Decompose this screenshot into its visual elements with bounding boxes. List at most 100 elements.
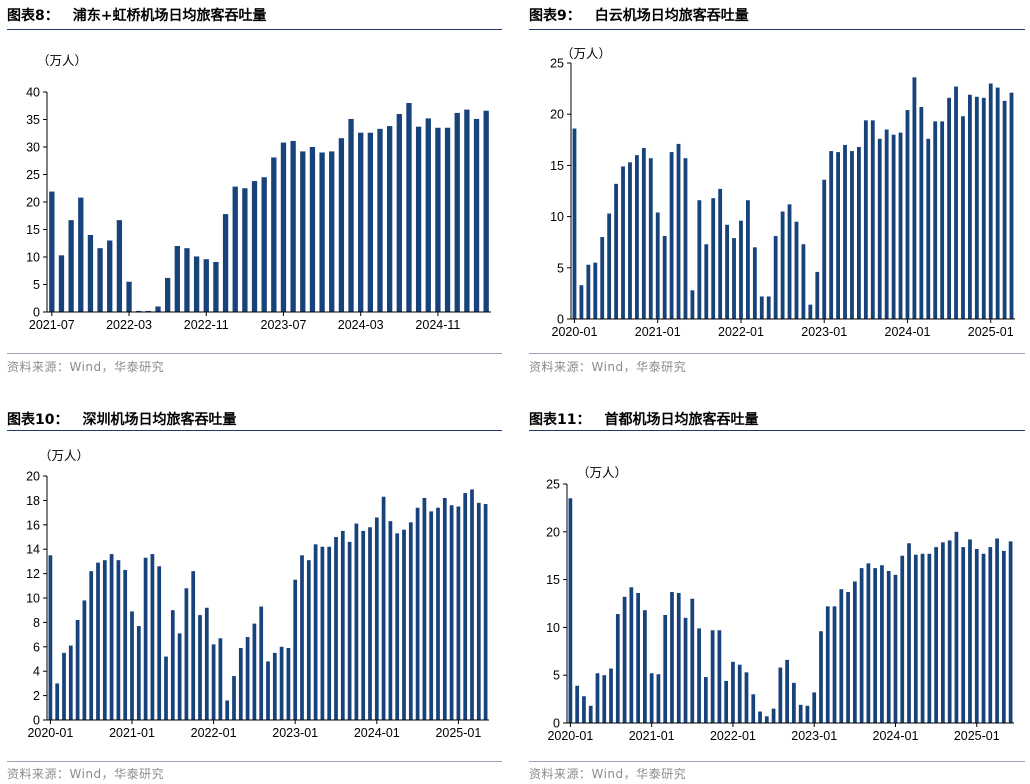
bar — [286, 648, 291, 720]
bar — [683, 158, 688, 319]
source-note: 资料来源：Wind，华泰研究 — [7, 360, 165, 374]
bar — [974, 96, 979, 319]
bar — [107, 240, 113, 312]
bar — [222, 214, 229, 312]
bar — [690, 598, 695, 723]
bar — [988, 83, 993, 319]
bar — [279, 646, 284, 720]
bar — [483, 504, 488, 720]
bar — [329, 151, 335, 312]
bar — [48, 555, 53, 720]
bar — [334, 537, 338, 720]
bar — [96, 562, 100, 720]
bar — [780, 211, 785, 319]
bar — [643, 610, 647, 723]
bar — [456, 506, 461, 720]
unit-label: （万人） — [561, 47, 611, 61]
bar — [933, 121, 938, 320]
bar — [744, 672, 749, 723]
bar — [361, 530, 366, 720]
y-tick-label: 15 — [26, 223, 40, 237]
bar — [340, 530, 345, 720]
bar — [880, 565, 884, 723]
y-tick-label: 0 — [33, 306, 40, 320]
bar — [785, 659, 789, 723]
bar — [68, 645, 73, 720]
bar — [846, 592, 850, 723]
panel-title: 图表10： 深圳机场日均旅客吞吐量 — [7, 409, 236, 429]
bar — [697, 200, 702, 319]
x-tick-label: 2023-01 — [801, 325, 847, 339]
bar — [832, 606, 837, 723]
unit-label: （万人） — [39, 449, 89, 463]
bar — [387, 126, 393, 312]
bar — [102, 560, 107, 720]
bar — [898, 132, 903, 319]
bar — [586, 264, 591, 319]
bar — [663, 614, 668, 723]
bar — [891, 134, 896, 319]
bar — [759, 296, 764, 319]
source-rule — [7, 761, 502, 762]
bar — [961, 116, 965, 319]
bar — [900, 555, 905, 723]
bar — [662, 236, 667, 319]
bar — [815, 271, 820, 319]
x-tick-label: 2022-01 — [710, 729, 756, 743]
bar — [575, 685, 580, 723]
bar — [968, 94, 972, 320]
y-tick-label: 0 — [33, 714, 40, 728]
panel-title: 图表11： 首都机场日均旅客吞吐量 — [529, 409, 758, 429]
bar — [919, 107, 924, 319]
x-tick-label: 2023-07 — [261, 318, 307, 332]
bar — [272, 652, 277, 720]
bar — [177, 633, 182, 720]
chart-panel-baiyun: 图表9： 白云机场日均旅客吞吐量 （万人） 0 5 10 15 20 25 2020-01 20… — [529, 0, 1025, 384]
bar — [218, 638, 223, 720]
source-note: 资料来源：Wind，华泰研究 — [529, 360, 687, 374]
unit-label: （万人） — [577, 466, 627, 480]
bar — [203, 259, 209, 312]
bar — [347, 541, 352, 720]
bar — [836, 152, 841, 319]
bar — [259, 606, 264, 720]
bar — [184, 588, 189, 720]
y-tick-label: 18 — [26, 494, 40, 508]
bar — [251, 181, 258, 312]
figure-label: 图表11： — [529, 412, 591, 428]
x-tick-label: 2021-07 — [29, 318, 75, 332]
bar — [697, 628, 701, 723]
x-tick-label: 2021-01 — [629, 729, 675, 743]
bar — [927, 553, 932, 723]
y-tick-label: 8 — [33, 616, 40, 630]
y-tick-label: 5 — [33, 278, 40, 292]
bar — [778, 667, 783, 723]
bar — [717, 630, 722, 723]
bar — [711, 198, 716, 319]
bar — [204, 607, 209, 720]
bar — [464, 109, 470, 312]
bar — [211, 644, 216, 720]
bar — [354, 523, 359, 720]
bar — [582, 696, 586, 723]
bar — [825, 606, 830, 723]
bar — [306, 560, 311, 720]
bar — [143, 557, 148, 720]
bar — [300, 151, 306, 312]
bar — [78, 197, 84, 312]
bar — [75, 619, 80, 720]
y-tick-label: 14 — [26, 543, 40, 557]
bar — [920, 553, 925, 723]
bar — [947, 540, 952, 723]
bar — [981, 553, 986, 723]
y-tick-label: 25 — [546, 478, 560, 492]
bar — [126, 281, 132, 312]
bar — [49, 191, 55, 312]
bar — [444, 127, 451, 312]
bar — [313, 544, 318, 720]
y-tick-label: 20 — [26, 470, 40, 484]
bar — [422, 497, 427, 720]
bar — [232, 676, 236, 720]
y-tick-label: 10 — [550, 210, 564, 224]
bar — [395, 533, 400, 720]
